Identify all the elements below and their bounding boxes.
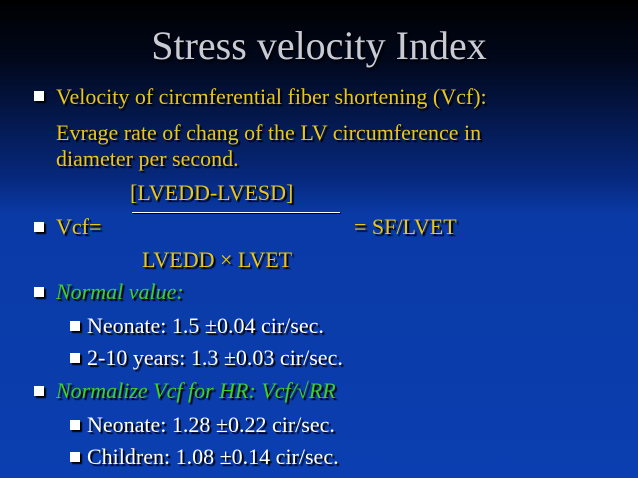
bullet-square-icon xyxy=(34,222,44,232)
formula-numerator: [LVEDD-LVESD] xyxy=(130,180,294,205)
sub-bullet-square-icon xyxy=(70,321,80,331)
slide-title: Stress velocity Index xyxy=(151,23,487,68)
normalized-children: Children: 1.08 ±0.14 cir/sec. xyxy=(87,444,339,469)
bullet-square-icon xyxy=(34,91,44,101)
normal-value-heading: Normal value: xyxy=(56,279,184,304)
sub-bullet-square-icon xyxy=(70,353,80,363)
bullet-square-icon xyxy=(34,287,44,297)
bullet-square-icon xyxy=(34,386,44,396)
bullet-vcf-definition: Velocity of circmferential fiber shorten… xyxy=(56,84,487,109)
normalize-heading: Normalize Vcf for HR: Vcf/√RR xyxy=(56,378,336,403)
formula-vcf-label: Vcf= xyxy=(56,214,102,239)
normal-neonate: Neonate: 1.5 ±0.04 cir/sec. xyxy=(87,313,324,338)
normal-2-10-years: 2-10 years: 1.3 ±0.03 cir/sec. xyxy=(87,345,343,370)
normalized-neonate: Neonate: 1.28 ±0.22 cir/sec. xyxy=(87,412,335,437)
sub-bullet-square-icon xyxy=(70,420,80,430)
bullet-vcf-definition-line3: diameter per second. xyxy=(56,146,239,171)
formula-denominator: LVEDD × LVET xyxy=(142,247,293,272)
bullet-vcf-definition-line2: Evrage rate of chang of the LV circumfer… xyxy=(56,120,482,145)
sub-bullet-square-icon xyxy=(70,452,80,462)
fraction-bar xyxy=(132,212,340,213)
formula-result: = SF/LVET xyxy=(354,214,457,239)
